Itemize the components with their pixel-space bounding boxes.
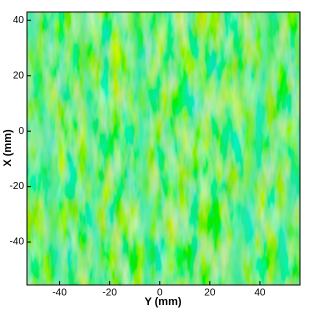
- x-tick-label: 40: [254, 288, 266, 299]
- heatmap-image: [27, 12, 300, 285]
- plot-frame: [26, 11, 301, 286]
- y-tick-label: 20: [13, 70, 25, 81]
- y-tick-label: 40: [13, 15, 25, 26]
- scan-streak: [72, 12, 109, 285]
- scan-streak: [219, 12, 290, 285]
- x-axis-title: Y (mm): [144, 296, 181, 308]
- scan-streak: [125, 12, 161, 285]
- x-tick-label: -40: [52, 288, 67, 299]
- x-tick-label: 0: [157, 288, 163, 299]
- y-axis-title: X (mm): [2, 129, 14, 167]
- scan-streak: [27, 12, 74, 285]
- x-tick-label: -20: [102, 288, 117, 299]
- chart: Y (mm) X (mm) -40 -20 0 20 40 -40 -20 0 20 40: [2, 11, 301, 308]
- y-tick-label: -40: [10, 237, 25, 248]
- x-tick-label: 20: [204, 288, 216, 299]
- y-tick-label: -20: [10, 181, 25, 192]
- scan-streak: [263, 12, 300, 285]
- y-tick-label: 0: [18, 126, 24, 137]
